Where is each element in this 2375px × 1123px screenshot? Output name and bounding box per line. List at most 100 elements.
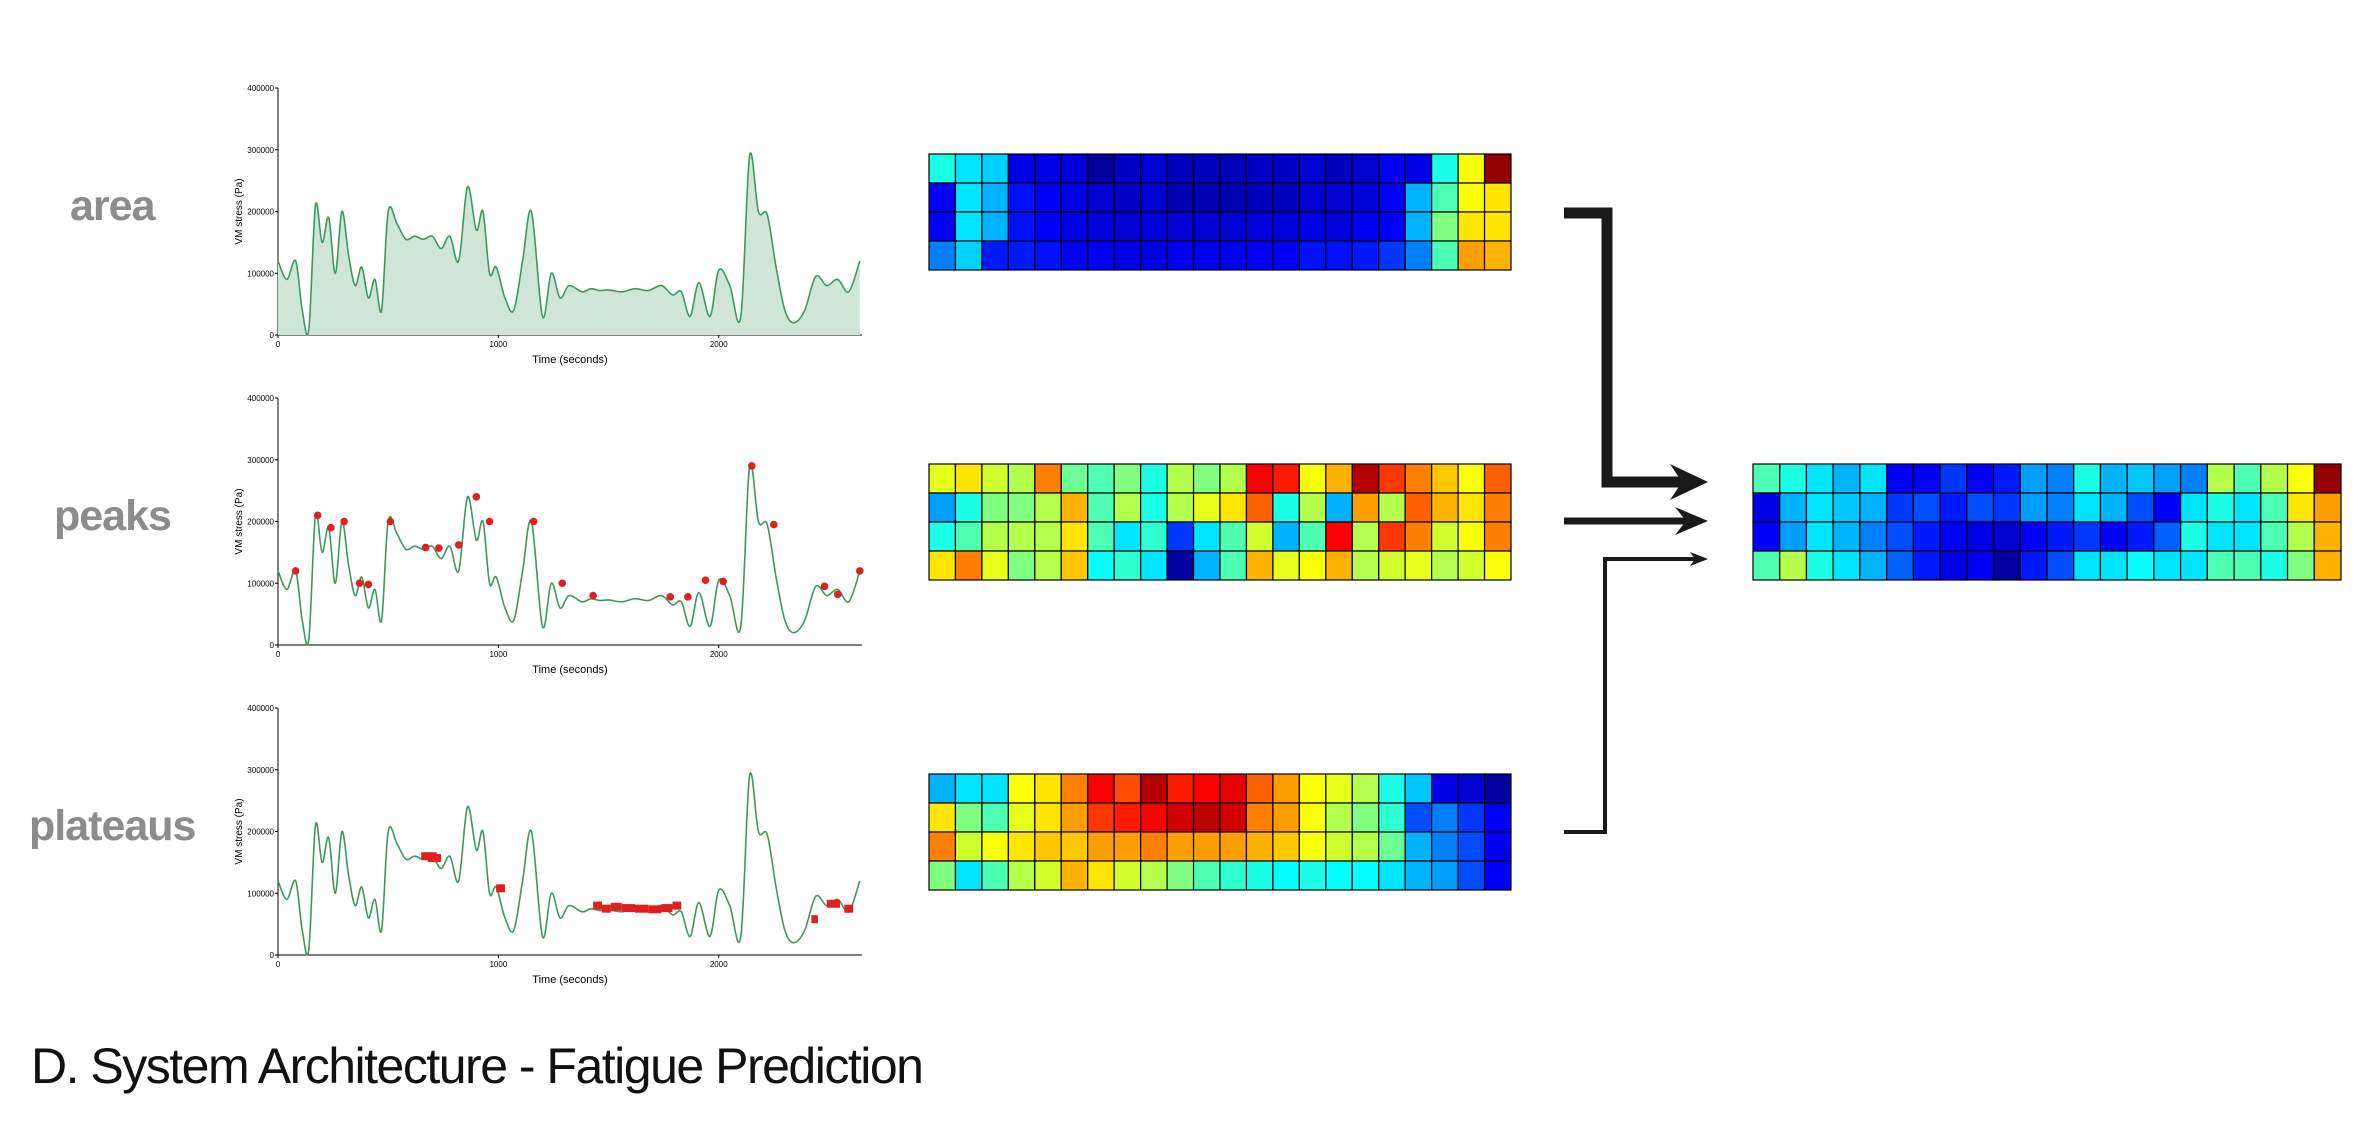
x-tick-label: 1000: [489, 650, 507, 659]
heatmap-cell: [1404, 153, 1433, 184]
heatmap-cell: [1912, 492, 1941, 523]
heatmap-cell: [1939, 550, 1968, 581]
heatmap-cell: [1378, 182, 1406, 213]
heatmap-cell: [1779, 463, 1808, 494]
heatmap-cell: [2073, 521, 2102, 552]
y-tick-label: 400000: [247, 704, 274, 713]
y-tick-label: 300000: [247, 456, 274, 465]
heatmap-cell: [1140, 550, 1168, 581]
heatmap-cell: [1272, 550, 1300, 581]
y-tick-label: 200000: [247, 208, 274, 217]
heatmap-cell: [1272, 492, 1300, 523]
heatmap-cell: [1298, 153, 1327, 184]
heatmap-cell: [2126, 521, 2155, 552]
heatmap-cell: [1034, 802, 1062, 833]
heatmap-cell: [1166, 211, 1195, 242]
heatmap-cell: [1351, 773, 1380, 804]
heatmap-cell: [1483, 802, 1512, 833]
heatmap-cell: [2206, 550, 2235, 581]
heatmap-cell: [954, 550, 983, 581]
heatmap-cell: [1192, 492, 1221, 523]
heatmap-cell: [1219, 802, 1248, 833]
heatmap-cell: [1113, 463, 1142, 494]
heatmap-cell: [1034, 831, 1062, 862]
merge-arrows: [1564, 207, 1708, 834]
peak-marker: [291, 567, 300, 575]
heatmap-cell: [1007, 860, 1036, 891]
stress-series-line: [277, 152, 861, 336]
heatmap-cell: [1805, 550, 1834, 581]
heatmap-cell: [1087, 521, 1115, 552]
heatmap-cell: [981, 860, 1009, 891]
heatmap-cell: [1298, 463, 1327, 494]
heatmap-cell: [954, 182, 983, 213]
heatmap-cell: [2126, 550, 2155, 581]
heatmap-cell: [2233, 492, 2262, 523]
heatmap-cell: [1886, 550, 1914, 581]
heatmap-cell: [1457, 463, 1486, 494]
peak-marker: [719, 577, 727, 586]
heatmap-cell: [1404, 240, 1433, 271]
heatmap-cell: [1325, 153, 1353, 184]
heatmap-cell: [1219, 182, 1248, 213]
plateau-marker: [672, 901, 682, 910]
heatmap-cell: [1431, 521, 1459, 552]
heatmap-cell: [928, 211, 957, 242]
arrowhead-area: [1670, 464, 1708, 500]
heatmap-cell: [1832, 550, 1861, 581]
heatmap-cell: [2206, 463, 2235, 494]
stress-series-line: [277, 462, 861, 646]
heatmap-cell: [1404, 860, 1433, 891]
heatmap-cell: [1007, 802, 1036, 833]
heatmap-cell: [954, 860, 983, 891]
heatmap-cell: [1140, 492, 1168, 523]
heatmap-cell: [1192, 860, 1221, 891]
heatmap-cell: [1298, 492, 1327, 523]
heatmap-cell: [1245, 182, 1274, 213]
heatmap-cell: [2019, 550, 2048, 581]
plateau-marker: [610, 902, 622, 911]
plateau-marker: [496, 884, 505, 893]
heatmap-cell: [1113, 773, 1142, 804]
plateau-marker: [811, 915, 818, 924]
heatmap-cell: [1378, 831, 1406, 862]
heatmap-cell: [1060, 860, 1089, 891]
heatmap-cell: [1166, 182, 1195, 213]
peak-marker: [364, 580, 373, 589]
heatmap-cell: [1483, 463, 1512, 494]
heatmap-cell: [1007, 550, 1036, 581]
heatmap-cell: [1034, 860, 1062, 891]
plateau-marker: [844, 904, 854, 913]
heatmap-cell: [1457, 521, 1486, 552]
heatmap-cell: [1166, 153, 1195, 184]
heatmap-cell: [1779, 550, 1808, 581]
heatmap-cell: [1859, 463, 1888, 494]
heatmap-cell: [954, 463, 983, 494]
heatmap-cell: [2206, 492, 2235, 523]
heatmap-cell: [1219, 240, 1248, 271]
heatmap-cell: [1483, 550, 1512, 581]
heatmap-cell: [2313, 492, 2342, 523]
heatmap-cell: [1483, 182, 1512, 213]
peak-marker: [327, 523, 335, 532]
heatmap-cell: [954, 773, 983, 804]
heatmap-cell: [2073, 492, 2102, 523]
heatmap-cell: [2099, 463, 2128, 494]
heatmap-cell: [1245, 153, 1274, 184]
heatmap-area: [928, 153, 1512, 271]
heatmap-cell: [1219, 831, 1248, 862]
heatmap-cell: [1325, 211, 1353, 242]
y-tick-label: 0: [270, 641, 275, 650]
heatmap-cell: [1087, 463, 1115, 494]
heatmap-cell: [1219, 550, 1248, 581]
heatmap-cell: [1992, 463, 2021, 494]
heatmap-cell: [1113, 802, 1142, 833]
heatmap-cell: [1140, 153, 1168, 184]
heatmap-cell: [1034, 240, 1062, 271]
x-tick-label: 0: [276, 650, 281, 659]
heatmap-cell: [2313, 550, 2342, 581]
heatmap-cell: [1140, 211, 1168, 242]
heatmap-cell: [1087, 492, 1115, 523]
heatmap-cell: [1245, 802, 1274, 833]
x-axis-label: Time (seconds): [532, 354, 607, 366]
